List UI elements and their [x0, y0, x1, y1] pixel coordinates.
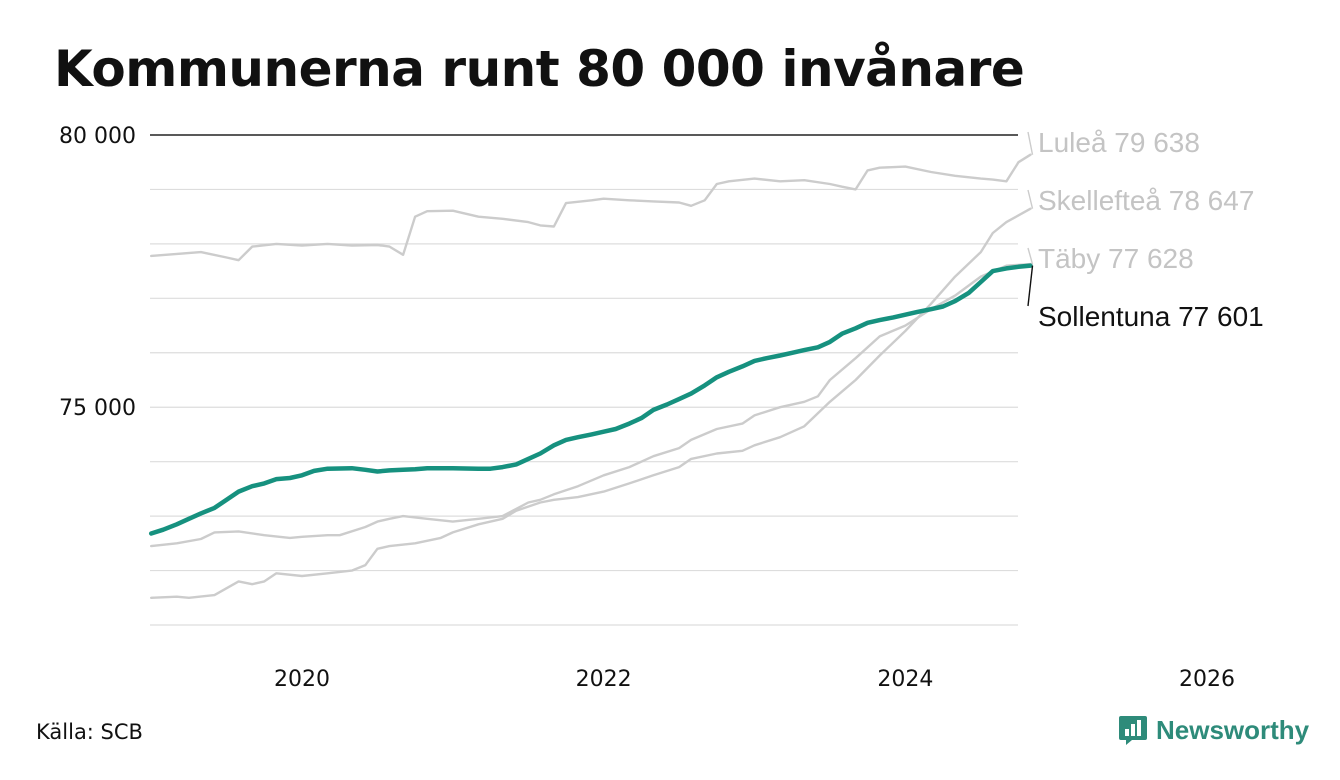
- series-line-lule: [150, 153, 1032, 262]
- x-tick-label: 2024: [877, 667, 933, 692]
- series-line-tby: [150, 262, 1032, 548]
- line-chart: 80 000 75 000 2020 2022 2024 2026 Luleå 79 6…: [59, 124, 1264, 692]
- x-tick-label: 2026: [1179, 667, 1235, 692]
- y-axis-tick-labels: 80 000 75 000: [59, 124, 136, 421]
- series-line-skellefte: [150, 207, 1032, 599]
- leader-line: [1027, 265, 1034, 307]
- x-tick-label: 2020: [274, 667, 330, 692]
- series-label-tby: Täby 77 628: [1038, 243, 1194, 274]
- series-lines: [148, 153, 1033, 599]
- x-tick-label: 2022: [576, 667, 632, 692]
- leader-line: [1027, 247, 1034, 265]
- newsworthy-logo: Newsworthy: [1118, 714, 1309, 746]
- chart-title: Kommunerna runt 80 000 invånare: [54, 40, 1025, 98]
- source-note: Källa: SCB: [36, 720, 143, 744]
- y-tick-label: 75 000: [59, 396, 136, 421]
- y-tick-label: 80 000: [59, 124, 136, 149]
- x-axis-tick-labels: 2020 2022 2024 2026: [274, 667, 1235, 692]
- series-label-lule: Luleå 79 638: [1038, 127, 1200, 158]
- series-label-skellefte: Skellefteå 78 647: [1038, 185, 1254, 216]
- series-end-labels: Luleå 79 638 Skellefteå 78 647 Täby 77 628…: [1027, 127, 1264, 332]
- series-label-sollentuna: Sollentuna 77 601: [1038, 301, 1264, 332]
- bar-chart-icon: [1119, 716, 1147, 745]
- leader-line: [1027, 189, 1034, 209]
- brand-name: Newsworthy: [1156, 714, 1310, 745]
- leader-line: [1027, 131, 1034, 155]
- grid-lines: [150, 134, 1018, 626]
- series-line-sollentuna: [148, 263, 1033, 536]
